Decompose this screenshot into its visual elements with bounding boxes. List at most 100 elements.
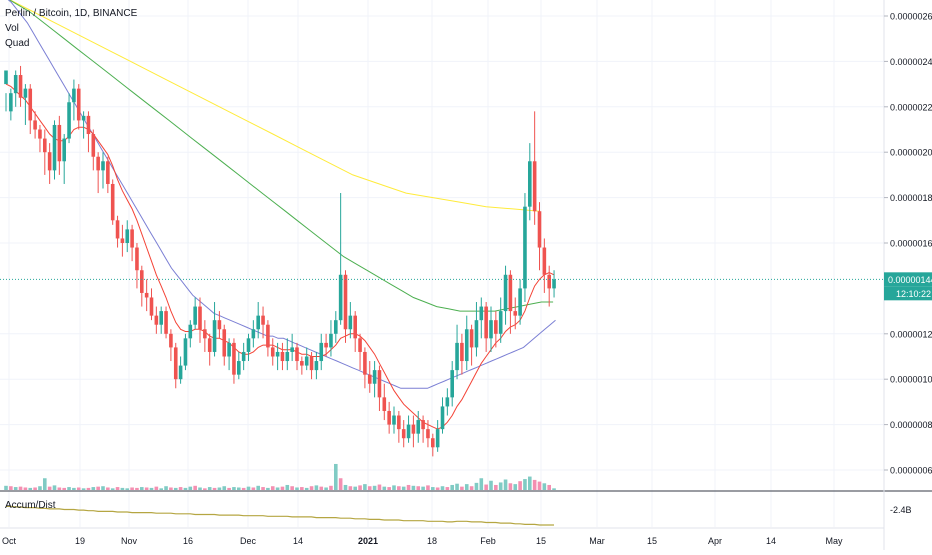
candle-body[interactable]	[464, 329, 469, 362]
accum-dist-label[interactable]: Accum/Dist	[5, 500, 56, 511]
candle-body[interactable]	[494, 320, 498, 334]
candle-body[interactable]	[406, 424, 411, 439]
candle-body[interactable]	[537, 211, 542, 248]
candle-body[interactable]	[474, 320, 479, 348]
candle-body[interactable]	[319, 342, 324, 362]
candle-body[interactable]	[338, 274, 343, 321]
candle-body[interactable]	[256, 315, 260, 330]
candle-body[interactable]	[489, 320, 493, 339]
candle-body[interactable]	[86, 115, 91, 135]
candle-body[interactable]	[300, 361, 304, 366]
candle-body[interactable]	[334, 320, 338, 334]
candle-body[interactable]	[261, 315, 265, 325]
candle-body[interactable]	[518, 288, 522, 316]
candle-body[interactable]	[304, 356, 309, 366]
candle-body[interactable]	[62, 138, 66, 162]
candle-body[interactable]	[547, 274, 551, 289]
candle-body[interactable]	[227, 342, 231, 357]
candle-body[interactable]	[115, 220, 120, 239]
candle-body[interactable]	[469, 329, 474, 348]
candle-body[interactable]	[367, 374, 372, 384]
candle-body[interactable]	[135, 247, 139, 271]
candle-body[interactable]	[222, 329, 227, 357]
candle-body[interactable]	[173, 347, 178, 380]
candle-body[interactable]	[324, 342, 328, 348]
candle-body[interactable]	[28, 88, 33, 121]
candle-body[interactable]	[270, 347, 275, 357]
candle-body[interactable]	[435, 429, 440, 448]
candle-body[interactable]	[52, 124, 57, 171]
candle-body[interactable]	[275, 351, 280, 357]
candle-body[interactable]	[280, 351, 285, 362]
candle-body[interactable]	[314, 361, 319, 371]
candle-body[interactable]	[285, 351, 290, 362]
candle-body[interactable]	[72, 88, 76, 103]
candle-body[interactable]	[125, 229, 130, 243]
candle-body[interactable]	[203, 329, 207, 339]
candle-body[interactable]	[387, 410, 391, 425]
candle-body[interactable]	[101, 161, 105, 171]
candle-body[interactable]	[13, 75, 18, 94]
candle-body[interactable]	[183, 338, 188, 366]
candle-body[interactable]	[81, 115, 86, 121]
candle-body[interactable]	[67, 102, 71, 139]
candle-body[interactable]	[498, 311, 503, 334]
candle-body[interactable]	[212, 320, 217, 352]
candle-body[interactable]	[508, 274, 513, 312]
candle-body[interactable]	[460, 342, 464, 362]
candle-body[interactable]	[542, 247, 547, 275]
candle-body[interactable]	[353, 315, 357, 339]
candle-body[interactable]	[217, 320, 222, 330]
candle-body[interactable]	[207, 338, 212, 352]
candle-body[interactable]	[372, 370, 377, 384]
candle-body[interactable]	[188, 324, 193, 339]
candle-body[interactable]	[246, 338, 251, 352]
candle-body[interactable]	[455, 342, 459, 371]
candle-body[interactable]	[295, 347, 299, 362]
candle-body[interactable]	[241, 351, 246, 362]
candle-body[interactable]	[431, 438, 435, 448]
candle-body[interactable]	[382, 397, 387, 411]
vol-label[interactable]: Vol	[5, 23, 19, 34]
candle-body[interactable]	[363, 351, 367, 375]
candle-body[interactable]	[178, 365, 183, 380]
candle-body[interactable]	[106, 161, 110, 184]
candle-body[interactable]	[377, 370, 382, 398]
candle-body[interactable]	[329, 333, 333, 348]
candle-body[interactable]	[426, 429, 430, 439]
candle-body[interactable]	[57, 124, 62, 162]
symbol-title[interactable]: Perlin / Bitcoin, 1D, BINANCE	[5, 8, 138, 19]
candle-body[interactable]	[503, 274, 508, 312]
candle-body[interactable]	[33, 120, 37, 130]
candle-body[interactable]	[392, 415, 396, 425]
candle-body[interactable]	[251, 329, 256, 339]
candle-body[interactable]	[120, 238, 125, 243]
candle-body[interactable]	[450, 370, 454, 398]
candle-body[interactable]	[43, 138, 47, 153]
candle-body[interactable]	[47, 152, 52, 171]
candle-body[interactable]	[164, 311, 168, 334]
candle-body[interactable]	[140, 270, 144, 293]
candle-body[interactable]	[484, 306, 488, 339]
candle-body[interactable]	[76, 88, 81, 121]
candle-body[interactable]	[445, 397, 450, 407]
candle-body[interactable]	[130, 229, 134, 248]
candle-body[interactable]	[532, 161, 537, 212]
candle-body[interactable]	[552, 279, 556, 289]
candle-body[interactable]	[528, 161, 532, 207]
candle-body[interactable]	[159, 311, 163, 325]
candle-body[interactable]	[110, 183, 115, 221]
candle-body[interactable]	[411, 424, 416, 434]
quad-label[interactable]: Quad	[5, 38, 30, 49]
candle-body[interactable]	[96, 156, 100, 171]
candle-body[interactable]	[169, 333, 173, 348]
candle-body[interactable]	[416, 420, 421, 434]
candle-body[interactable]	[232, 342, 236, 375]
candle-body[interactable]	[23, 88, 28, 98]
candle-body[interactable]	[193, 306, 197, 325]
candle-body[interactable]	[144, 292, 149, 298]
candle-body[interactable]	[440, 406, 445, 430]
candle-body[interactable]	[343, 274, 348, 330]
candle-body[interactable]	[9, 93, 13, 112]
